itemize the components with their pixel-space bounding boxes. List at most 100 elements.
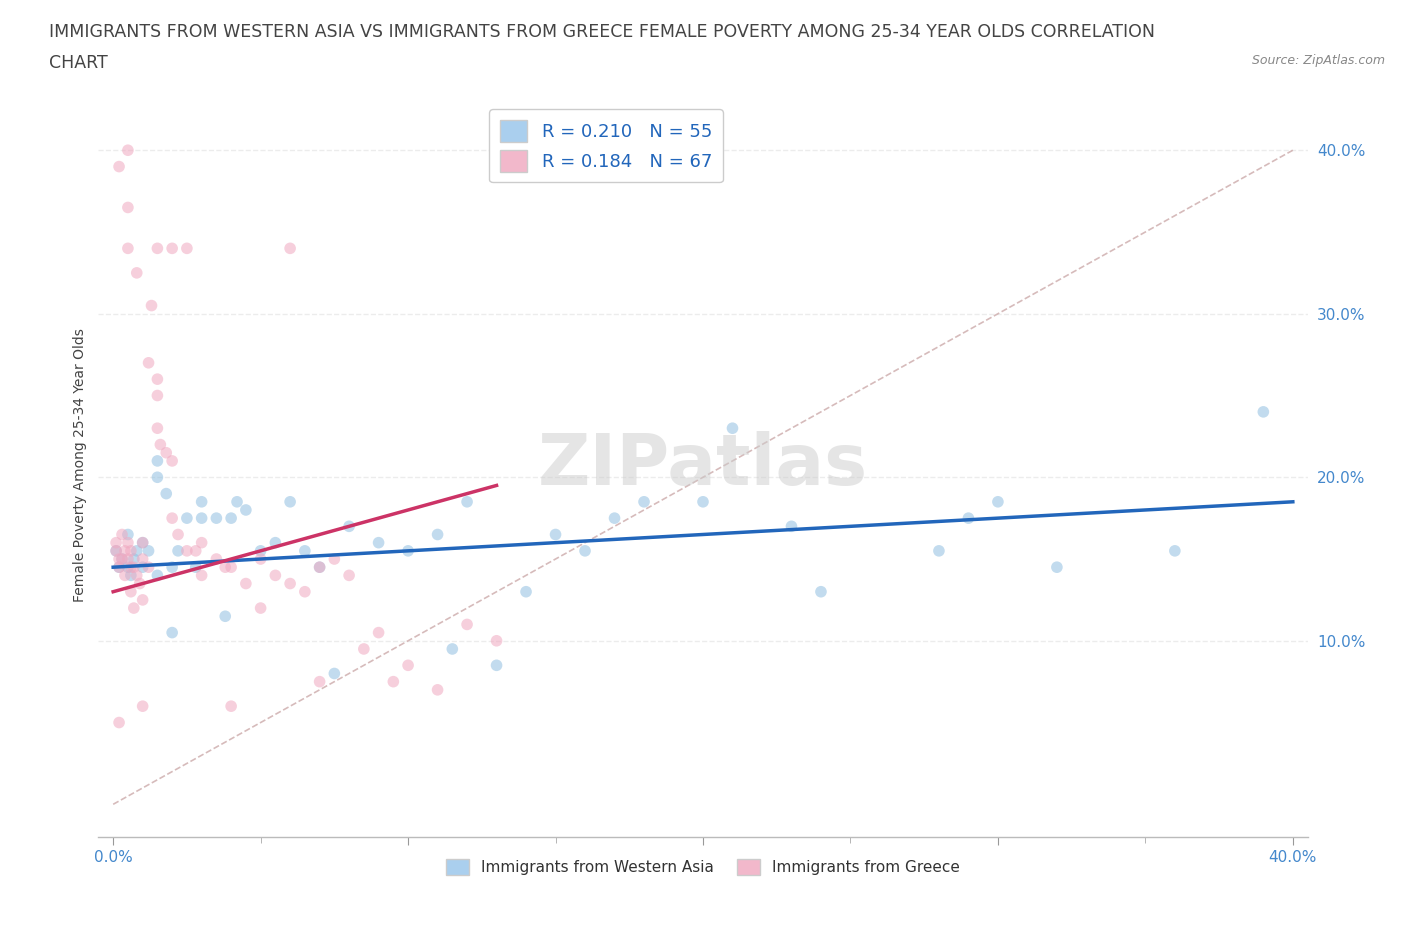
Point xyxy=(122,560,145,575)
Point xyxy=(117,560,139,575)
Point xyxy=(117,551,139,566)
Point xyxy=(160,454,183,469)
Point xyxy=(382,674,405,689)
Point xyxy=(249,543,271,558)
Point xyxy=(167,543,190,558)
Point xyxy=(167,527,190,542)
Point xyxy=(441,642,464,657)
Point xyxy=(987,495,1010,510)
Point xyxy=(114,543,136,558)
Point xyxy=(120,568,142,583)
Point xyxy=(264,568,287,583)
Point xyxy=(485,633,508,648)
Point xyxy=(117,143,139,158)
Point xyxy=(780,519,803,534)
Point xyxy=(1253,405,1275,419)
Point xyxy=(176,241,198,256)
Point xyxy=(125,543,148,558)
Point xyxy=(294,543,316,558)
Point xyxy=(114,568,136,583)
Point xyxy=(141,299,163,313)
Point xyxy=(426,527,449,542)
Point xyxy=(294,584,316,599)
Point xyxy=(367,625,389,640)
Point xyxy=(149,437,172,452)
Point xyxy=(353,642,375,657)
Point xyxy=(160,625,183,640)
Point xyxy=(120,560,142,575)
Point xyxy=(117,241,139,256)
Point xyxy=(184,560,207,575)
Text: ZIPatlas: ZIPatlas xyxy=(538,431,868,499)
Point xyxy=(184,543,207,558)
Point xyxy=(367,536,389,551)
Point xyxy=(128,576,150,591)
Point xyxy=(131,536,153,551)
Point xyxy=(810,584,832,599)
Point xyxy=(131,560,153,575)
Point xyxy=(122,551,145,566)
Point xyxy=(721,420,744,435)
Point xyxy=(146,372,169,387)
Point xyxy=(146,420,169,435)
Point xyxy=(190,568,212,583)
Point xyxy=(125,568,148,583)
Point xyxy=(160,241,183,256)
Point xyxy=(190,495,212,510)
Point xyxy=(214,560,236,575)
Point xyxy=(264,536,287,551)
Point xyxy=(146,470,169,485)
Point xyxy=(219,560,242,575)
Point xyxy=(205,511,228,525)
Point xyxy=(456,617,478,631)
Point xyxy=(146,568,169,583)
Point xyxy=(117,200,139,215)
Point xyxy=(131,592,153,607)
Point xyxy=(108,560,131,575)
Point xyxy=(111,551,134,566)
Point xyxy=(131,536,153,551)
Point xyxy=(138,543,160,558)
Point xyxy=(396,543,419,558)
Point xyxy=(426,683,449,698)
Point xyxy=(249,601,271,616)
Point xyxy=(120,543,142,558)
Text: Source: ZipAtlas.com: Source: ZipAtlas.com xyxy=(1251,54,1385,67)
Point xyxy=(122,601,145,616)
Point xyxy=(1164,543,1187,558)
Point xyxy=(108,715,131,730)
Point xyxy=(120,584,142,599)
Point xyxy=(117,527,139,542)
Point xyxy=(957,511,980,525)
Point xyxy=(105,543,128,558)
Point xyxy=(146,388,169,403)
Point xyxy=(226,495,249,510)
Point xyxy=(544,527,567,542)
Point xyxy=(515,584,537,599)
Point xyxy=(235,576,257,591)
Point xyxy=(219,698,242,713)
Point xyxy=(323,551,346,566)
Point xyxy=(117,536,139,551)
Point xyxy=(603,511,626,525)
Point xyxy=(108,159,131,174)
Point xyxy=(190,536,212,551)
Point xyxy=(337,568,360,583)
Point xyxy=(108,551,131,566)
Point xyxy=(278,241,301,256)
Point xyxy=(176,511,198,525)
Point xyxy=(111,551,134,566)
Point xyxy=(131,698,153,713)
Point xyxy=(249,551,271,566)
Point xyxy=(485,658,508,672)
Point xyxy=(205,551,228,566)
Point xyxy=(111,527,134,542)
Point xyxy=(125,265,148,280)
Point xyxy=(108,560,131,575)
Point xyxy=(278,576,301,591)
Point xyxy=(190,511,212,525)
Point xyxy=(146,241,169,256)
Point xyxy=(176,543,198,558)
Point xyxy=(308,560,330,575)
Point xyxy=(219,511,242,525)
